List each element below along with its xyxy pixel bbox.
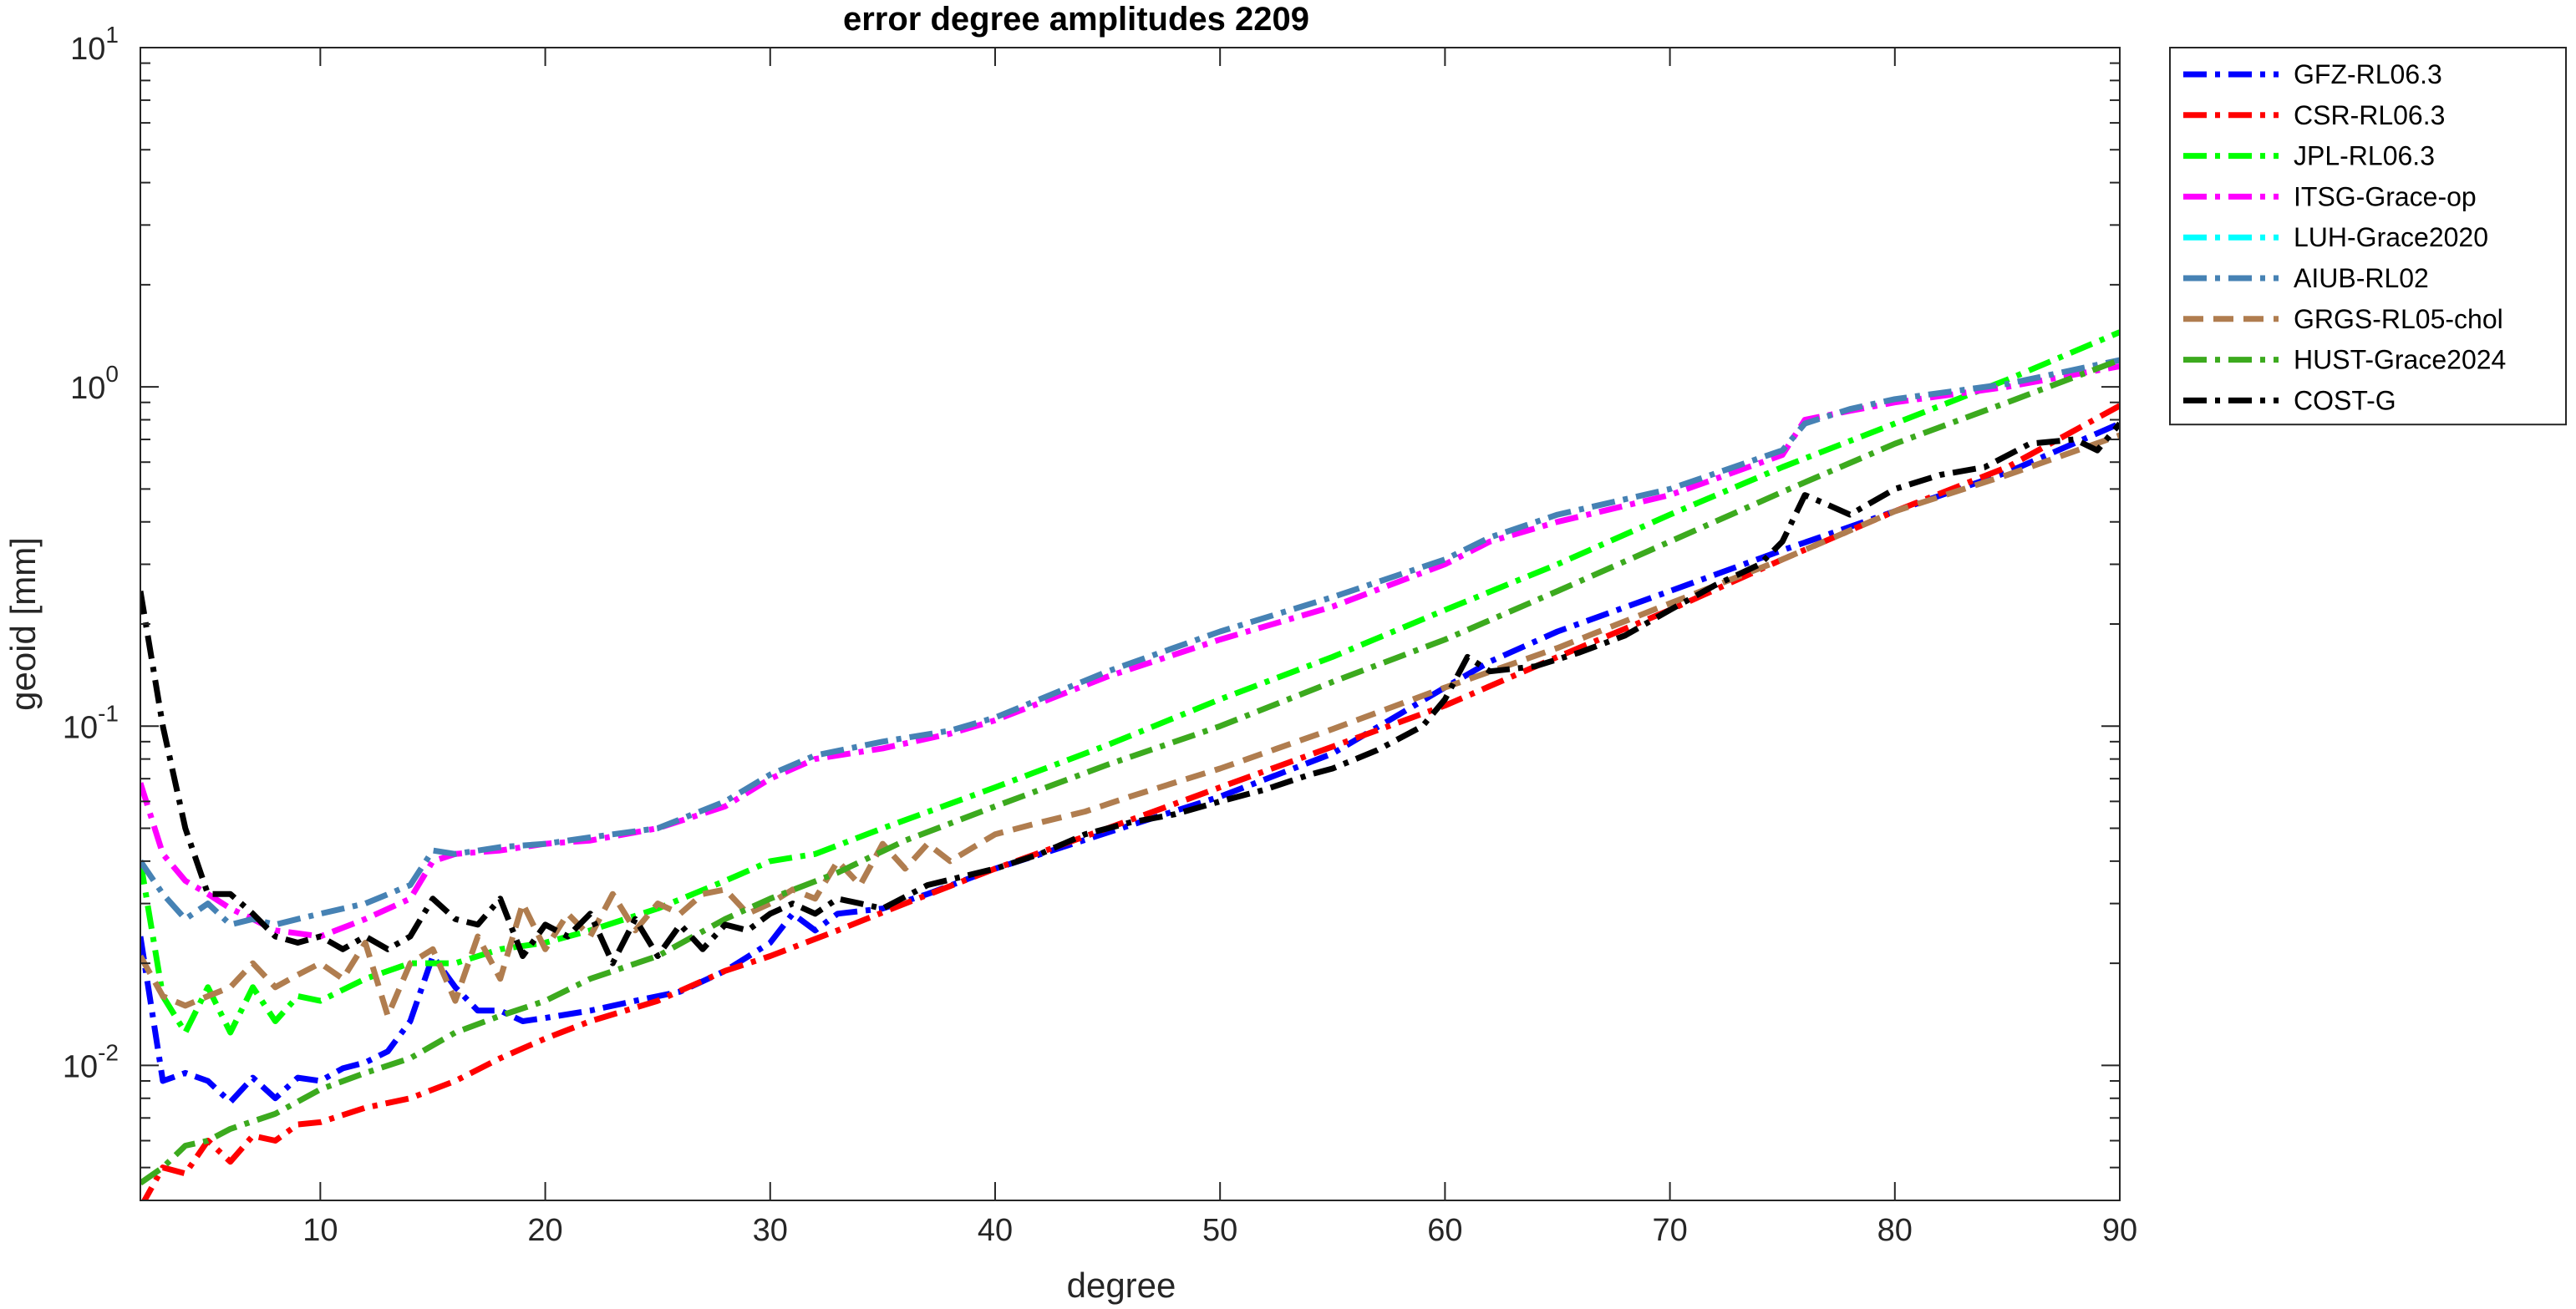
legend-entry: ITSG-Grace-op — [2294, 181, 2477, 211]
x-tick-label: 80 — [1877, 1213, 1913, 1248]
x-tick-label: 90 — [2102, 1213, 2137, 1248]
x-axis-label: degree — [1067, 1266, 1176, 1305]
series-line-csr-rl06-3 — [140, 403, 2120, 1200]
legend-entry: COST-G — [2294, 385, 2396, 415]
y-tick-label: 101 — [70, 22, 119, 67]
legend-entry: LUH-Grace2020 — [2294, 222, 2488, 252]
legend-entry: GRGS-RL05-chol — [2294, 304, 2503, 334]
x-tick-label: 60 — [1427, 1213, 1462, 1248]
x-tick-label: 50 — [1202, 1213, 1237, 1248]
series-line-cost-g — [140, 421, 2120, 967]
y-tick-label: 100 — [70, 361, 119, 406]
x-tick-label: 30 — [753, 1213, 788, 1248]
legend-entry: HUST-Grace2024 — [2294, 345, 2506, 375]
y-axis: 10-2 10-1 100 101 — [63, 22, 2120, 1201]
series-line-itsg-grace-op — [140, 363, 2120, 940]
legend-entry: AIUB-RL02 — [2294, 263, 2429, 293]
series-layer — [140, 329, 2120, 1200]
x-tick-label: 70 — [1652, 1213, 1687, 1248]
y-tick-label: 10-1 — [63, 700, 119, 745]
y-tick-label: 10-2 — [63, 1039, 119, 1084]
x-tick-label: 20 — [527, 1213, 562, 1248]
plot-area — [140, 48, 2120, 1200]
series-line-jpl-rl06-3 — [140, 329, 2120, 1036]
legend-entry: GFZ-RL06.3 — [2294, 59, 2442, 89]
x-axis: 10 20 30 40 50 60 70 80 90 — [302, 48, 2137, 1248]
y-axis-label: geoid [mm] — [3, 537, 43, 711]
x-tick-label: 10 — [302, 1213, 338, 1248]
legend-entry: CSR-RL06.3 — [2294, 100, 2445, 130]
chart-title: error degree amplitudes 2209 — [843, 1, 1309, 38]
legend: GFZ-RL06.3 CSR-RL06.3 JPL-RL06.3 ITSG-Grace… — [2169, 47, 2567, 426]
series-line-hust-grace2024 — [140, 357, 2120, 1186]
series-line-aiub-rl02 — [140, 357, 2120, 928]
x-tick-label: 40 — [978, 1213, 1013, 1248]
legend-entry: JPL-RL06.3 — [2294, 141, 2435, 171]
series-line-grgs-rl05-chol — [140, 432, 2120, 1019]
